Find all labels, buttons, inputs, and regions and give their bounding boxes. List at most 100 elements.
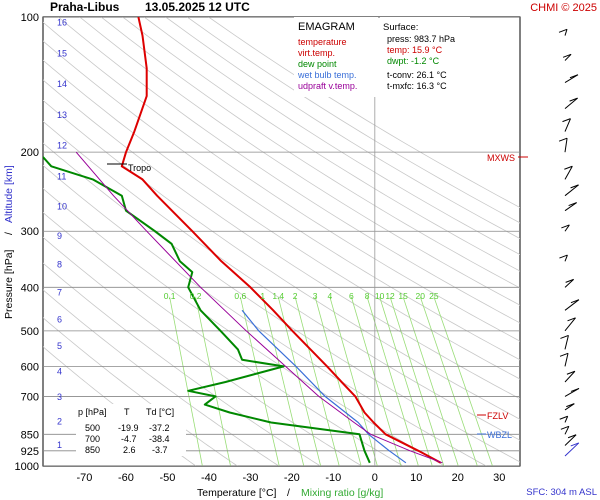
temperature-tick-label: 0 [372,472,378,484]
level-table-cell: 700 [85,434,100,444]
level-table-cell: 2.6 [123,445,136,455]
mixing-ratio-line [389,296,445,466]
wind-barb [562,53,572,61]
altitude-tick-label: 1 [57,440,62,450]
pressure-tick-label: 300 [21,226,39,238]
wind-barb-flag [558,137,568,142]
mixing-ratio-label: 12 [385,291,395,301]
wind-barb [564,299,580,311]
mixing-ratio-line [169,296,203,466]
wind-barb-staff [564,335,569,350]
wind-barb [564,403,575,411]
pressure-tick-label: 700 [21,391,39,403]
level-table-header-t: T [124,407,130,417]
wind-barb [558,28,568,36]
temperature-tick-label: -20 [284,472,300,484]
wind-barb-staff [564,224,570,232]
wind-barb-flag [565,278,574,283]
wind-barb-flag [566,403,575,408]
altitude-tick-label: 2 [57,416,62,426]
wind-barb [559,352,569,367]
dry-adiabat-line [43,21,520,342]
surface-press: press: 983.7 hPa [387,34,455,44]
level-table-header-p: p [hPa] [78,407,107,417]
legend-title: EMAGRAM [298,21,355,33]
wind-barb-staff [564,53,572,61]
wind-barb-flag [567,434,577,439]
wind-barb-staff [564,434,577,446]
mixing-ratio-label: 25 [429,291,439,301]
dry-adiabat-line [57,17,520,324]
surface-dwpt: dwpt: -1.2 °C [387,56,440,66]
dry-adiabat-line [186,17,520,224]
wind-barb-flag [559,254,568,259]
altitude-tick-label: 8 [57,260,62,270]
level-table-cell: 850 [85,445,100,455]
wind-barb-flag [560,334,569,339]
surface-temp: temp: 15.9 °C [387,45,443,55]
mixing-ratio-line [195,296,231,466]
dry-adiabat-line [100,17,520,289]
mixing-ratio-label: 2 [293,291,298,301]
mixing-ratio-line [329,296,378,466]
altitude-tick-label: 13 [57,110,67,120]
station-title: Praha-Libus [50,0,120,14]
wind-barb-staff [564,317,576,332]
wind-barb-flag [570,184,579,189]
wind-barb [564,387,580,397]
wind-barb [564,165,573,180]
wind-barb-staff [564,426,570,435]
legend-temperature: temperature [298,37,347,47]
altitude-tick-label: 16 [57,18,67,28]
wind-barb [564,434,577,446]
altitude-tick-label: 12 [57,141,67,151]
mixing-ratio-label: 1.4 [272,291,284,301]
wind-barb-staff [564,416,569,423]
surface-elevation-label: SFC: 304 m ASL [526,487,597,498]
surface-info: Surface: press: 983.7 hPa temp: 15.9 °C … [380,17,470,95]
temperature-tick-label: 10 [410,472,422,484]
wind-barb-flag [569,74,579,79]
temperature-tick-label: -10 [325,472,341,484]
level-table-cell: -19.9 [118,423,139,433]
mixing-ratio-line [379,296,433,466]
pressure-tick-label: 100 [21,12,39,24]
wind-barb-flag [558,28,568,33]
series-line [120,17,442,464]
xlabel-separator: / [287,487,290,499]
temperature-tick-label: -50 [159,472,175,484]
wind-barb [564,74,579,84]
mixing-ratio-label: 3 [313,291,318,301]
wind-barb-staff [564,184,579,197]
altitude-tick-label: 7 [57,287,62,297]
credit-label: CHMI © 2025 [530,2,597,14]
altitude-tick-label: 3 [57,392,62,402]
wind-barb-staff [564,29,568,36]
surface-tconv: t-conv: 26.1 °C [387,70,447,80]
mixing-ratio-line [402,296,459,466]
dry-adiabat-line [165,17,520,240]
altitude-tick-label: 10 [57,202,67,212]
altitude-tick-label: 11 [57,171,66,181]
wind-barb-flag [570,387,580,392]
mixing-ratio-label: 0.6 [234,291,246,301]
wind-barb-staff [564,118,571,132]
mixing-ratio-line [294,296,340,466]
wind-barb-flag [560,425,570,430]
temperature-axis-title: Temperature [°C] [197,487,277,499]
wind-barb [560,425,570,435]
mixing-ratio-axis-title: Mixing ratio [g/kg] [301,487,383,499]
wind-barb-flag [561,224,570,229]
altitude-axis-title: Altitude [km] [3,165,15,223]
fzlv-label: FZLV [487,411,508,421]
wind-barb [564,97,578,110]
wbzl-label: WBZL [487,430,512,440]
wind-barb-staff [564,442,580,457]
axis-title-separator: / [3,232,15,235]
wind-barb [561,224,570,232]
surface-tmxfc: t-mxfc: 16.3 °C [387,81,447,91]
mixing-ratio-label: 15 [398,291,408,301]
wind-barb-flag [564,165,573,170]
tropopause-label: Tropo [128,163,151,173]
